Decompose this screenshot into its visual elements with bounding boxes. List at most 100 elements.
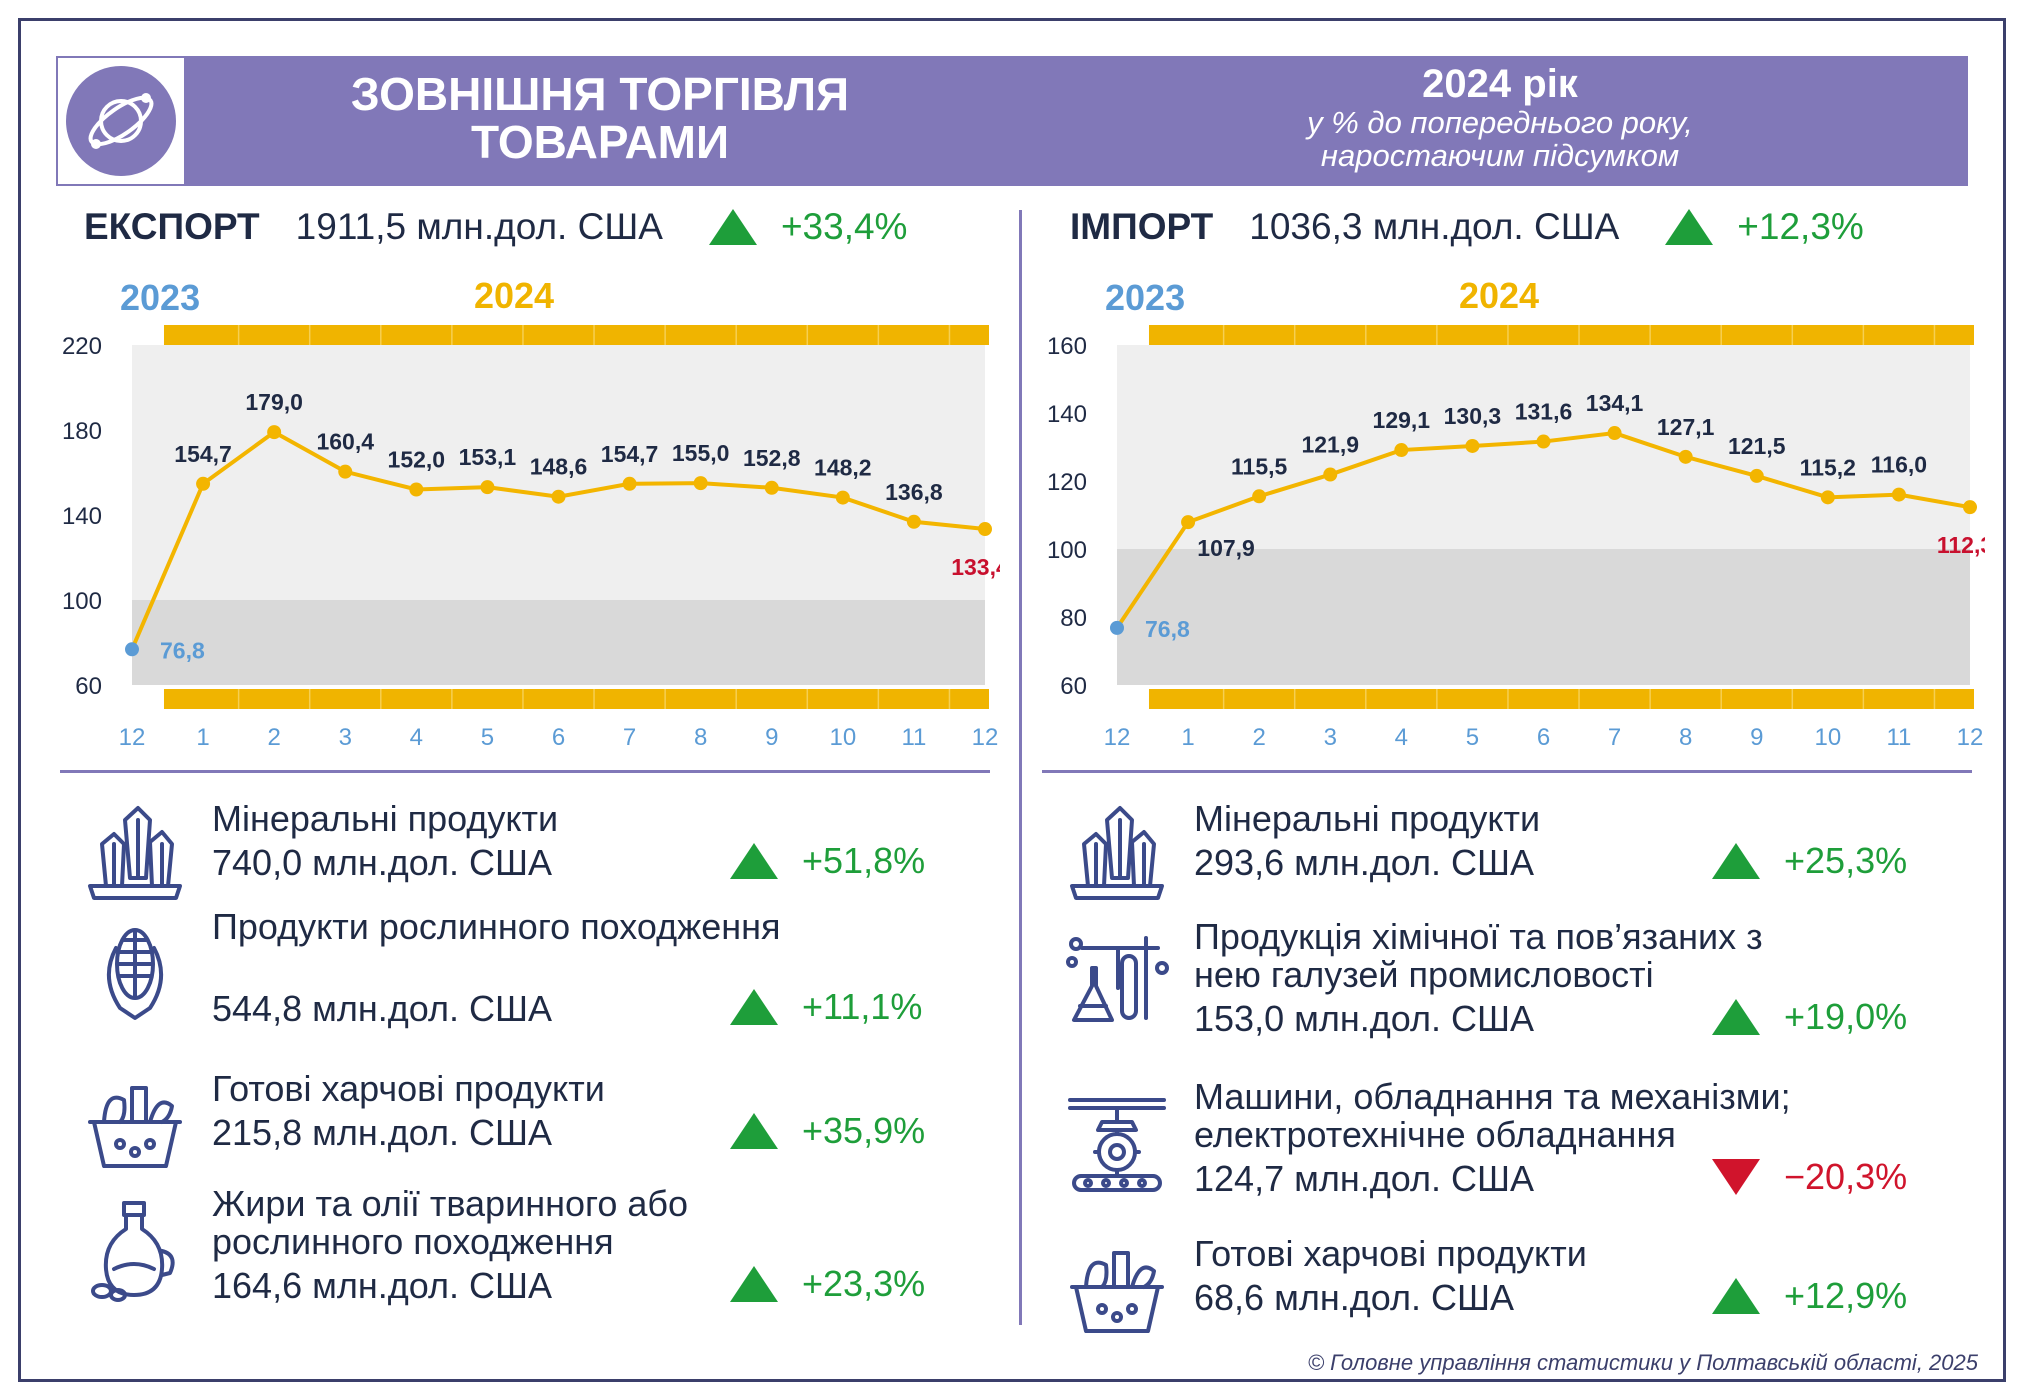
- plot-background-above-100: [132, 345, 985, 600]
- header-subtitle: 2024 рік у % до попереднього року, нарос…: [1180, 62, 1820, 172]
- x-tick-label: 4: [410, 724, 423, 751]
- category-change: +11,1%: [730, 986, 922, 1028]
- data-label: 179,0: [245, 389, 303, 415]
- data-point: [1891, 487, 1906, 502]
- data-label: 116,0: [1871, 452, 1927, 478]
- export-label: ЕКСПОРТ: [84, 206, 260, 247]
- y-tick-label: 140: [1047, 401, 1087, 428]
- year-band-bottom: [163, 689, 990, 709]
- y-tick-label: 100: [1047, 537, 1087, 564]
- data-label: 76,8: [1145, 616, 1190, 642]
- data-point: [1678, 449, 1693, 464]
- x-tick-label: 10: [1814, 724, 1841, 751]
- x-tick-label: 7: [1608, 724, 1621, 751]
- data-point: [906, 514, 921, 529]
- report-year: 2024 рік: [1422, 62, 1578, 106]
- category-change-value: +51,8%: [802, 840, 926, 881]
- x-tick-label: 6: [1537, 724, 1550, 751]
- y-tick-label: 120: [1047, 469, 1087, 496]
- data-label: 148,6: [530, 454, 588, 480]
- data-label: 127,1: [1657, 414, 1715, 440]
- category-name: Жири та олії тваринного або рослинного п…: [212, 1183, 688, 1262]
- data-point: [196, 476, 211, 491]
- data-label: 160,4: [316, 429, 374, 455]
- data-label: 154,7: [174, 441, 232, 467]
- x-tick-label: 12: [119, 724, 146, 751]
- import-total: ІМПОРТ 1036,3 млн.дол. США +12,3%: [1070, 206, 1864, 248]
- title-line-1: ЗОВНІШНЯ ТОРГІВЛЯ: [350, 68, 850, 120]
- year-label-2023: 2023: [120, 277, 200, 318]
- category-change-value: +23,3%: [802, 1263, 926, 1304]
- category-name: Машини, обладнання та механізми; електро…: [1194, 1076, 1791, 1155]
- data-label: 129,1: [1373, 407, 1431, 433]
- category-change-value: +11,1%: [802, 986, 923, 1027]
- x-tick-label: 12: [972, 724, 999, 751]
- data-point: [338, 464, 353, 479]
- category-change-value: −20,3%: [1784, 1156, 1908, 1197]
- plot-background-below-100: [1117, 549, 1970, 685]
- import-change: +12,3%: [1737, 206, 1864, 247]
- x-tick-label: 6: [552, 724, 565, 751]
- data-point: [409, 482, 424, 497]
- food-basket-icon: [80, 1070, 190, 1180]
- category-change-value: +19,0%: [1784, 996, 1908, 1037]
- data-label: 134,1: [1586, 390, 1644, 416]
- y-tick-label: 140: [62, 503, 102, 530]
- data-label: 152,0: [388, 447, 446, 473]
- data-point: [1820, 490, 1835, 505]
- up-arrow-icon: [730, 843, 778, 879]
- category-name: Мінеральні продукти: [1194, 798, 1541, 839]
- x-tick-label: 12: [1957, 724, 1984, 751]
- year-band-top: [1148, 325, 1974, 345]
- plot-background-below-100: [132, 600, 985, 685]
- category-name: Готові харчові продукти: [212, 1068, 605, 1109]
- data-label: 148,2: [814, 455, 872, 481]
- data-label: 155,0: [672, 440, 730, 466]
- category-change: +12,9%: [1712, 1275, 1907, 1317]
- x-tick-label: 11: [1886, 724, 1911, 751]
- data-label: 130,3: [1444, 403, 1502, 429]
- data-label: 121,9: [1301, 432, 1359, 458]
- data-label: 121,5: [1728, 433, 1786, 459]
- data-point: [125, 642, 139, 657]
- export-divider: [60, 770, 990, 773]
- category-amount: 544,8 млн.дол. США: [212, 988, 552, 1029]
- x-tick-label: 10: [829, 724, 856, 751]
- data-point: [693, 476, 708, 491]
- x-tick-label: 2: [267, 724, 280, 751]
- data-point: [1110, 620, 1124, 635]
- category-change-value: +12,9%: [1784, 1275, 1908, 1316]
- oil-bottle-icon: [80, 1195, 190, 1305]
- data-point: [1181, 515, 1196, 530]
- data-point: [1394, 443, 1409, 458]
- data-point: [267, 425, 282, 440]
- data-label: 154,7: [601, 441, 659, 467]
- up-arrow-icon: [730, 989, 778, 1025]
- header-banner: [56, 56, 1968, 186]
- up-arrow-icon: [1712, 1278, 1760, 1314]
- category-name: Готові харчові продукти: [1194, 1233, 1587, 1274]
- data-point: [835, 490, 850, 505]
- page-title: ЗОВНІШНЯ ТОРГІВЛЯ ТОВАРАМИ: [300, 70, 900, 166]
- category-amount: 164,6 млн.дол. США: [212, 1265, 552, 1306]
- x-tick-label: 8: [1679, 724, 1692, 751]
- data-point: [480, 480, 495, 495]
- chemistry-flasks-icon: [1062, 928, 1172, 1038]
- crystals-icon: [80, 800, 190, 910]
- column-divider: [1019, 210, 1022, 1325]
- category-amount: 153,0 млн.дол. США: [1194, 998, 1534, 1039]
- data-point: [1323, 467, 1338, 482]
- crystals-icon: [1062, 800, 1172, 910]
- category-change: −20,3%: [1712, 1156, 1907, 1198]
- x-tick-label: 2: [1252, 724, 1265, 751]
- category-change-value: +25,3%: [1784, 840, 1908, 881]
- y-tick-label: 100: [62, 588, 102, 615]
- data-point: [978, 522, 992, 537]
- export-change: +33,4%: [780, 206, 908, 247]
- x-tick-label: 5: [481, 724, 494, 751]
- data-point: [1963, 500, 1977, 515]
- data-label: 115,5: [1231, 453, 1287, 479]
- data-label: 76,8: [160, 637, 205, 663]
